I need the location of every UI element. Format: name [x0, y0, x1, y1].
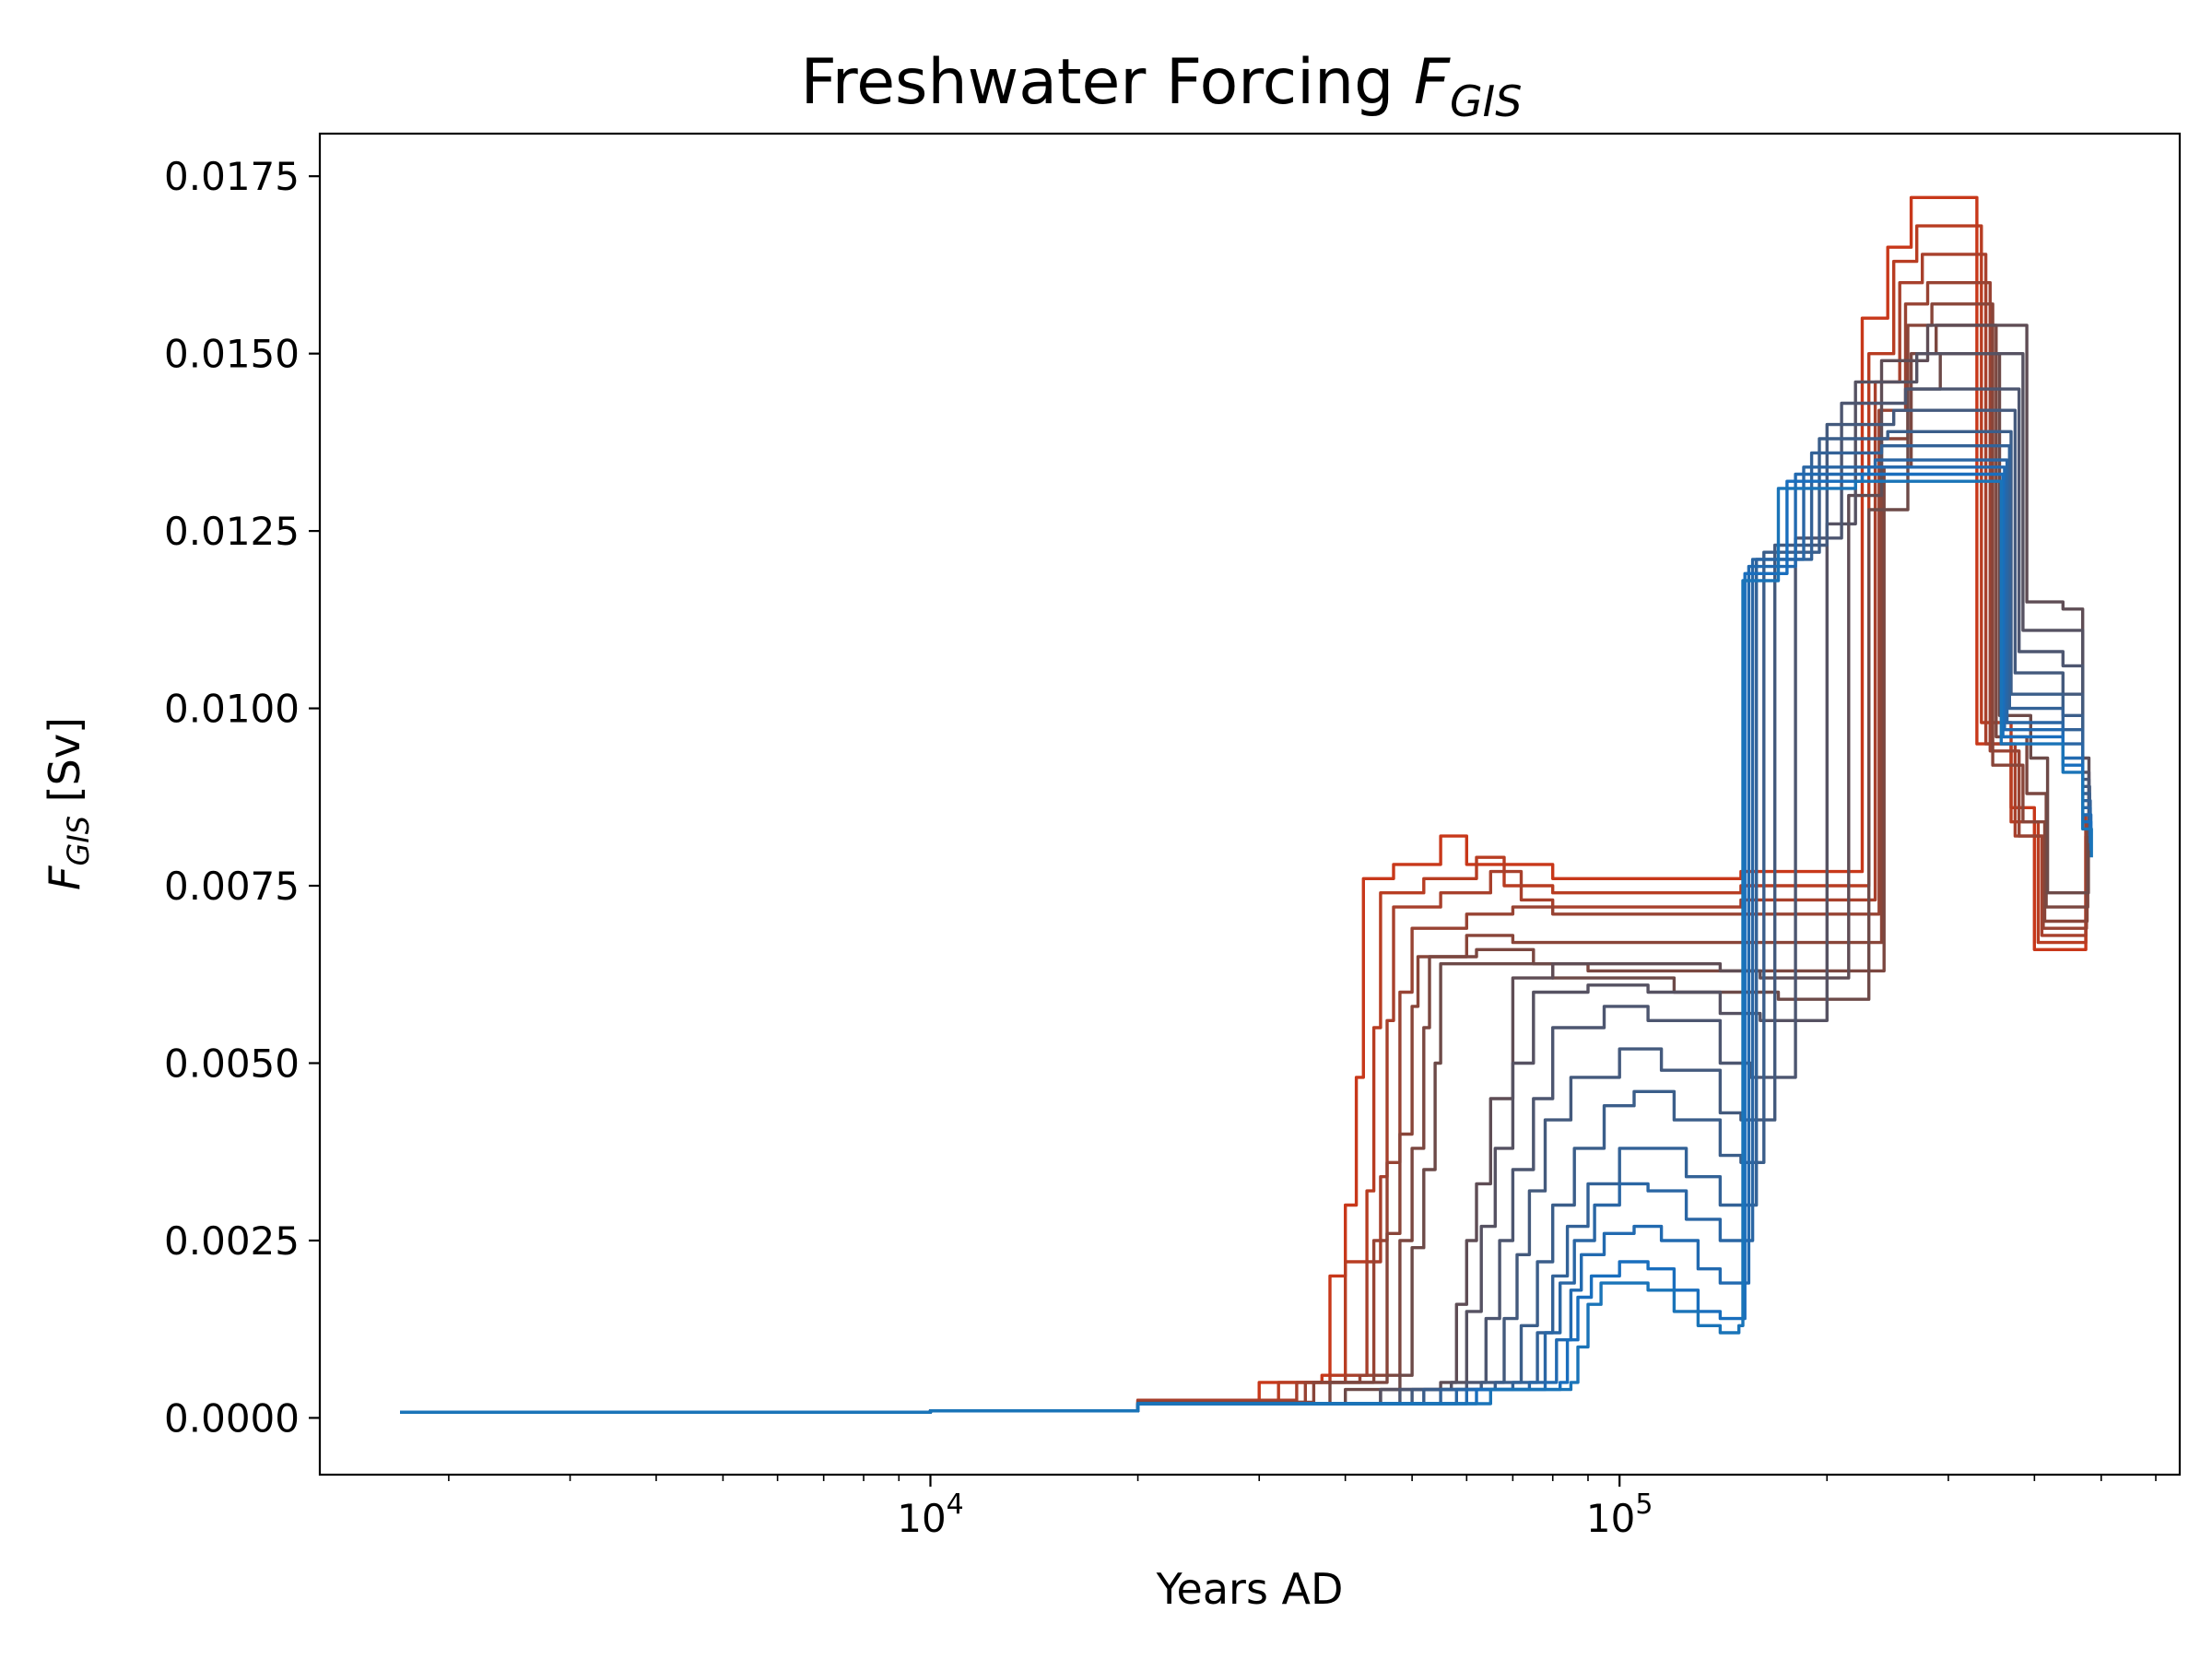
x-axis: 104 105: [448, 1475, 2157, 1541]
y-axis-label-symbol: F: [40, 865, 89, 890]
y-tick-label: 0.0075: [164, 864, 300, 909]
y-tick-label: 0.0050: [164, 1041, 300, 1086]
plot-frame: [318, 132, 2182, 1477]
y-tick-label: 0.0175: [164, 154, 300, 199]
y-tick-label: 0.0150: [164, 332, 300, 377]
y-axis-label: FGIS [Sv]: [40, 717, 96, 890]
chart-title: Freshwater Forcing FGIS: [801, 46, 1523, 126]
x-tick-label: 105: [1586, 1488, 1653, 1541]
y-tick-label: 0.0125: [164, 509, 300, 554]
chart-title-main: Freshwater Forcing: [801, 46, 1414, 119]
chart-title-subscript: GIS: [1450, 76, 1522, 126]
chart-title-symbol: F: [1414, 46, 1451, 119]
y-tick-label: 0.0000: [164, 1395, 300, 1441]
x-tick-label: 104: [897, 1488, 964, 1541]
y-tick-label: 0.0025: [164, 1218, 300, 1264]
y-axis-label-subscript: GIS: [61, 816, 96, 866]
y-axis-label-unit: [Sv]: [40, 717, 89, 816]
series-layer: [400, 195, 2093, 1414]
y-axis: 0.0000 0.0025 0.0050 0.0075 0.0100 0.0125 0.01…: [164, 154, 320, 1441]
series-line-17: [400, 479, 2093, 1414]
x-axis-label: Years AD: [1156, 1564, 1344, 1614]
y-tick-label: 0.0100: [164, 687, 300, 732]
